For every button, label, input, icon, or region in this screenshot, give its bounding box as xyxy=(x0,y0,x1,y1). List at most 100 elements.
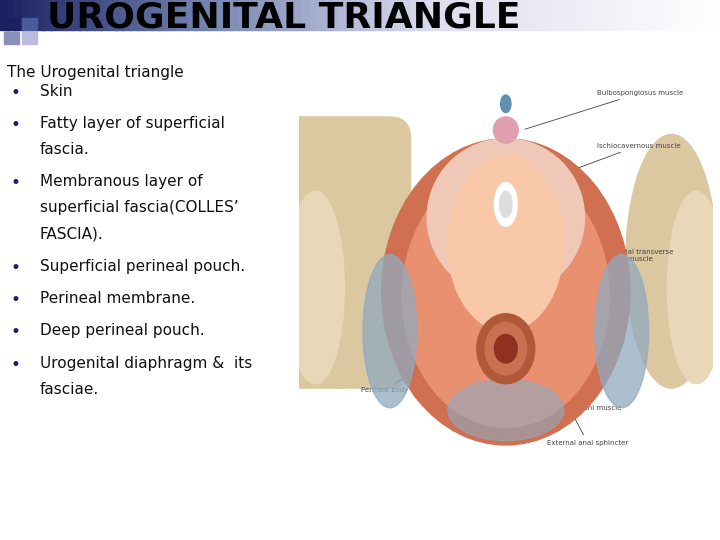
Text: Bulbospongiosus muscle: Bulbospongiosus muscle xyxy=(525,90,683,129)
Bar xyxy=(598,0,606,30)
Bar xyxy=(490,0,498,30)
Ellipse shape xyxy=(500,95,511,112)
Text: superficial fascia(COLLES’: superficial fascia(COLLES’ xyxy=(40,200,238,215)
Text: fascia.: fascia. xyxy=(40,142,89,157)
Bar xyxy=(216,0,225,30)
Bar xyxy=(281,0,289,30)
Bar xyxy=(662,0,671,30)
Bar xyxy=(166,0,174,30)
Bar xyxy=(706,0,714,30)
Bar xyxy=(346,0,354,30)
Ellipse shape xyxy=(493,117,518,143)
Bar xyxy=(403,0,412,30)
Bar xyxy=(4,18,19,30)
Bar xyxy=(648,0,657,30)
Bar xyxy=(288,0,297,30)
Bar xyxy=(684,0,693,30)
Bar xyxy=(252,0,261,30)
Text: Perineal membrane.: Perineal membrane. xyxy=(40,291,195,306)
Text: Superficial transverse
perineal muscle: Superficial transverse perineal muscle xyxy=(597,249,673,294)
Bar xyxy=(619,0,628,30)
Ellipse shape xyxy=(427,139,585,296)
Bar xyxy=(576,0,585,30)
Bar xyxy=(677,0,685,30)
Bar xyxy=(367,0,376,30)
Ellipse shape xyxy=(448,156,564,331)
Bar xyxy=(144,0,153,30)
Bar xyxy=(396,0,405,30)
Ellipse shape xyxy=(363,255,417,408)
Text: Fatty layer of superficial: Fatty layer of superficial xyxy=(40,116,225,131)
Bar xyxy=(173,0,181,30)
Bar xyxy=(497,0,505,30)
Bar xyxy=(554,0,563,30)
Ellipse shape xyxy=(495,334,517,363)
Ellipse shape xyxy=(626,134,717,388)
Bar xyxy=(511,0,520,30)
Bar xyxy=(569,0,577,30)
Bar xyxy=(605,0,613,30)
Text: fasciae.: fasciae. xyxy=(40,382,99,397)
Bar xyxy=(209,0,217,30)
Text: •: • xyxy=(11,291,21,309)
Ellipse shape xyxy=(287,191,344,384)
Bar xyxy=(324,0,333,30)
Bar xyxy=(266,0,275,30)
Bar xyxy=(22,18,37,30)
Bar xyxy=(331,0,340,30)
Bar xyxy=(504,0,513,30)
Bar xyxy=(302,0,311,30)
Bar xyxy=(259,0,268,30)
Bar xyxy=(468,0,477,30)
Bar xyxy=(540,0,549,30)
Ellipse shape xyxy=(485,322,526,375)
Bar xyxy=(317,0,325,30)
Bar xyxy=(670,0,678,30)
Bar xyxy=(446,0,455,30)
Text: Levator ani muscle: Levator ani muscle xyxy=(556,360,622,411)
Ellipse shape xyxy=(448,379,564,441)
Ellipse shape xyxy=(595,255,649,408)
Bar xyxy=(50,0,59,30)
Ellipse shape xyxy=(402,165,609,428)
Ellipse shape xyxy=(667,191,720,384)
Ellipse shape xyxy=(294,134,386,388)
Bar xyxy=(245,0,253,30)
Bar xyxy=(36,0,45,30)
Bar xyxy=(130,0,138,30)
Bar xyxy=(418,0,426,30)
Text: FASCIA).: FASCIA). xyxy=(40,226,104,241)
Bar xyxy=(562,0,570,30)
Bar xyxy=(410,0,419,30)
Bar xyxy=(101,0,109,30)
Text: External anal sphincter: External anal sphincter xyxy=(547,369,629,446)
Text: Membranous layer of: Membranous layer of xyxy=(40,174,202,190)
Ellipse shape xyxy=(382,139,630,445)
Bar xyxy=(43,0,52,30)
Bar xyxy=(137,0,145,30)
Bar xyxy=(29,0,37,30)
Bar xyxy=(338,0,347,30)
Bar xyxy=(65,0,73,30)
Bar xyxy=(115,0,124,30)
Bar xyxy=(533,0,541,30)
Text: Deep perineal pouch.: Deep perineal pouch. xyxy=(40,323,204,339)
Bar xyxy=(713,0,720,30)
Ellipse shape xyxy=(495,183,517,226)
Text: Skin: Skin xyxy=(40,84,72,99)
Bar xyxy=(0,0,9,30)
Bar xyxy=(612,0,621,30)
Bar xyxy=(230,0,239,30)
Bar xyxy=(353,0,361,30)
Bar xyxy=(4,32,19,44)
Bar xyxy=(518,0,527,30)
Bar xyxy=(526,0,534,30)
Bar xyxy=(482,0,491,30)
Bar xyxy=(22,32,37,44)
Bar xyxy=(698,0,707,30)
Bar xyxy=(22,0,30,30)
Text: Perineal body: Perineal body xyxy=(361,324,487,394)
Bar xyxy=(655,0,664,30)
Text: •: • xyxy=(11,259,21,276)
Text: The Urogenital triangle: The Urogenital triangle xyxy=(7,65,184,80)
